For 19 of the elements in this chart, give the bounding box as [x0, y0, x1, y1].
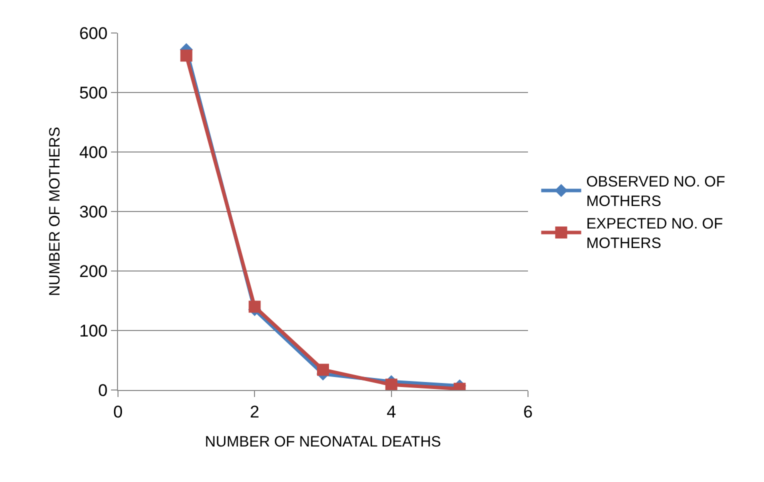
y-tick-label: 100 — [79, 321, 108, 340]
y-tick-label: 600 — [79, 24, 108, 43]
point — [317, 364, 329, 376]
y-axis-title: NUMBER OF MOTHERS — [46, 126, 64, 296]
x-tick-label: 2 — [250, 402, 260, 422]
y-tick-label: 500 — [79, 83, 108, 102]
y-tick-label: 400 — [79, 142, 108, 162]
point — [180, 50, 192, 62]
y-tick-label: 200 — [79, 262, 108, 281]
x-tick-label: 0 — [113, 402, 123, 422]
legend-label: EXPECTED NO. OF MOTHERS — [586, 216, 723, 252]
x-tick-label: 4 — [386, 402, 396, 422]
point — [385, 378, 398, 390]
y-tick-label: 300 — [79, 202, 108, 222]
x-tick-label: 6 — [523, 402, 533, 422]
x-axis-title: NUMBER OF NEONATAL DEATHS — [204, 433, 442, 450]
legend-label: OBSERVED NO. OF MOTHERS — [586, 174, 726, 210]
point — [248, 300, 261, 313]
y-tick-label: 0 — [98, 380, 108, 400]
